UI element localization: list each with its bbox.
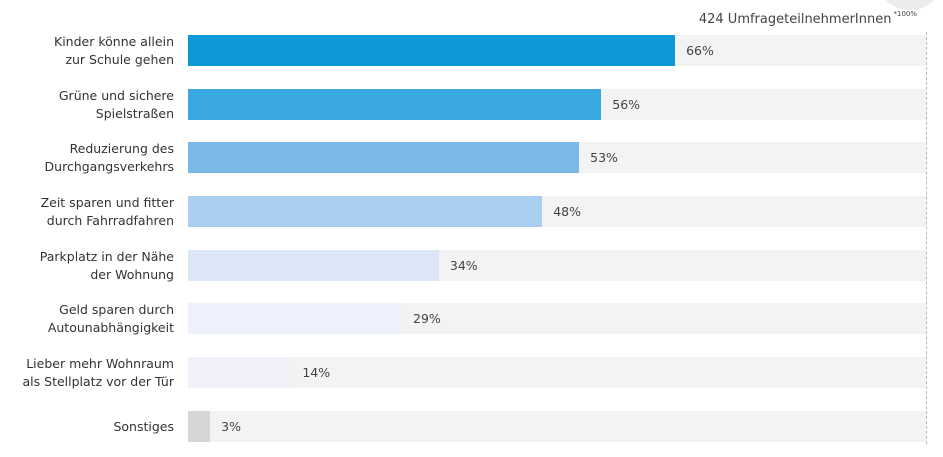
category-label: Reduzierung des Durchgangsverkehrs xyxy=(44,140,174,174)
chart-row: Sonstiges 3% xyxy=(0,411,943,442)
value-label: 29% xyxy=(413,311,441,326)
chart-row: Reduzierung des Durchgangsverkehrs 53% xyxy=(0,140,943,174)
respondent-count: 424 UmfrageteilnehmerInnen *100% xyxy=(698,10,917,27)
category-label: Grüne und sichere Spielstraßen xyxy=(58,87,174,121)
bar xyxy=(188,411,211,442)
chart-row: Geld sparen durch Autounabhängigkeit 29% xyxy=(0,301,943,335)
bar xyxy=(188,196,543,227)
chart-row: Grüne und sichere Spielstraßen 56% xyxy=(0,87,943,121)
bar xyxy=(188,357,292,388)
chart-row: Lieber mehr Wohnraum als Stellplatz vor … xyxy=(0,355,943,389)
chart-row: Parkplatz in der Nähe der Wohnung 34% xyxy=(0,248,943,282)
value-label: 66% xyxy=(686,43,714,58)
category-label: Lieber mehr Wohnraum als Stellplatz vor … xyxy=(22,355,174,389)
category-label: Zeit sparen und fitter durch Fahrradfahr… xyxy=(40,194,174,228)
value-label: 14% xyxy=(302,365,331,380)
category-label: Kinder könne allein zur Schule gehen xyxy=(54,33,174,67)
bar xyxy=(188,142,580,173)
bar xyxy=(188,35,676,66)
chart-row: Kinder könne allein zur Schule gehen 66% xyxy=(0,33,943,67)
bar-track xyxy=(188,411,926,442)
value-label: 48% xyxy=(553,204,582,219)
value-label: 34% xyxy=(449,258,478,273)
chart-row: Zeit sparen und fitter durch Fahrradfahr… xyxy=(0,194,943,228)
bar xyxy=(188,303,403,334)
bar xyxy=(188,89,602,120)
category-label: Parkplatz in der Nähe der Wohnung xyxy=(39,248,174,282)
bar-track xyxy=(188,357,926,388)
bar xyxy=(188,250,439,281)
category-label: Sonstiges xyxy=(113,418,174,434)
respondent-count-text: 424 UmfrageteilnehmerInnen xyxy=(698,12,892,27)
category-label: Geld sparen durch Autounabhängigkeit xyxy=(47,301,174,335)
value-label: 56% xyxy=(612,97,641,112)
hundred-percent-line xyxy=(926,32,927,444)
value-label: 3% xyxy=(221,419,241,434)
value-label: 53% xyxy=(590,150,618,165)
respondent-count-note: *100% xyxy=(893,10,917,18)
decorative-circle xyxy=(876,0,943,10)
